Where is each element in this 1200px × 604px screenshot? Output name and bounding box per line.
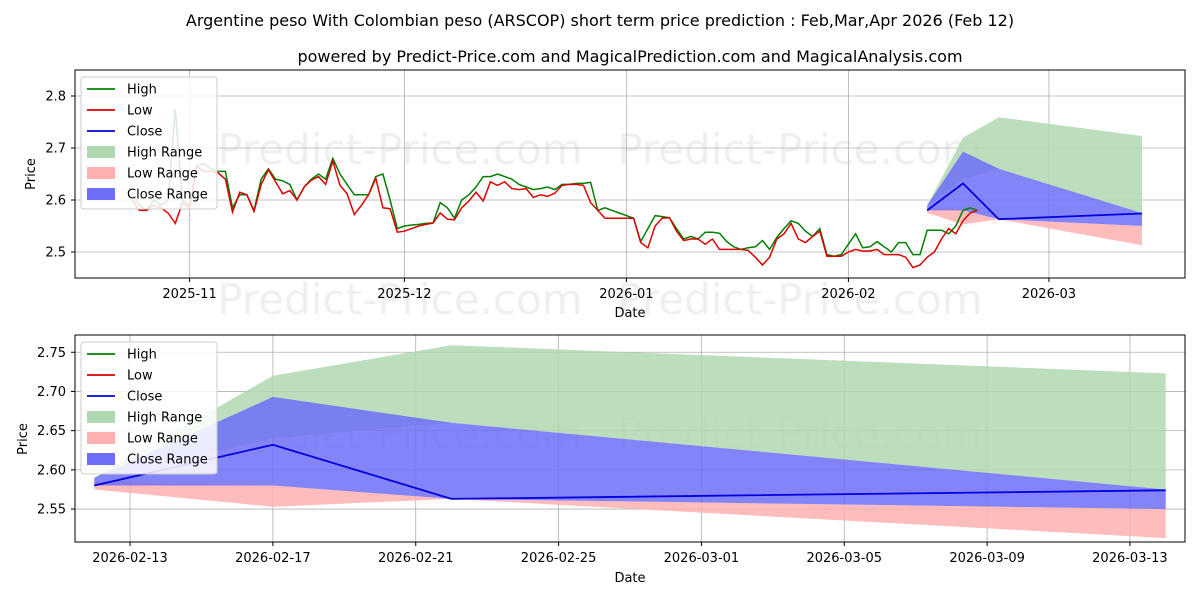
x-tick-label: 2026-02-17 [235,551,311,566]
y-tick-label: 2.60 [37,463,66,478]
legend-swatch [87,453,115,465]
x-tick-label: 2025-12 [377,287,431,302]
x-tick-label: 2026-01 [599,287,653,302]
low-line [131,158,978,269]
top-legend: High Low Close High Range Low Range Close Ran… [80,76,218,210]
legend-label: High [127,83,157,98]
low-range-band [94,481,1166,539]
high-range-band [927,117,1142,213]
top-x-ticks: 2025-11 2025-12 2026-01 2026-02 2026-03 [162,287,1076,302]
top-watermarks: Predict-Price.com Predict-Price.com Pred… [217,125,982,324]
bottom-range-fills [94,345,1166,539]
top-plot-frame [74,69,1186,279]
close-line [926,182,1143,221]
y-tick-label: 2.55 [37,503,66,518]
legend-label: Low Range [127,432,198,447]
high-range-band [94,345,1166,490]
legend-label: Low [127,104,153,119]
watermark: Predict-Price.com [617,125,982,174]
top-panel: Predict-Price.com Predict-Price.com Pred… [24,69,1186,324]
y-tick-label: 2.6 [45,194,66,209]
top-range-fills [927,117,1142,246]
x-tick-label: 2026-03-09 [949,551,1025,566]
legend-label: Close Range [127,188,208,203]
legend-label: High Range [127,146,202,161]
y-tick-label: 2.8 [45,90,66,105]
x-tick-label: 2026-03-01 [664,551,740,566]
x-axis-label: Date [614,306,645,321]
legend-label: High [127,348,157,363]
watermark: Predict-Price.com [217,275,582,324]
y-tick-label: 2.75 [37,346,66,361]
x-tick-label: 2026-03-05 [806,551,882,566]
x-tick-label: 2026-02-25 [521,551,597,566]
bottom-y-ticks: 2.55 2.60 2.65 2.70 2.75 [37,346,66,518]
watermark: Predict-Price.com [617,275,982,324]
top-series-lines [131,108,1143,269]
legend-label: Close Range [127,453,208,468]
chart-subtitle: powered by Predict-Price.com and Magical… [297,47,962,66]
watermark: Predict-Price.com [217,125,582,174]
bottom-panel: Predict-Price.com Predict-Price.com 2026… [16,334,1186,586]
close-range-band [94,396,1166,510]
y-tick-label: 2.5 [45,246,66,261]
top-y-ticks: 2.5 2.6 2.7 2.8 [45,90,66,261]
legend-swatch [87,188,115,200]
y-tick-label: 2.70 [37,385,66,400]
y-axis-label: Price [16,423,31,455]
legend-label: Low [127,369,153,384]
legend-swatch [87,146,115,158]
x-tick-label: 2026-03 [1022,287,1076,302]
legend-label: High Range [127,411,202,426]
legend-swatch [87,167,115,179]
bottom-plot-frame [74,334,1186,543]
y-axis-label: Price [24,158,39,190]
legend-swatch [87,411,115,423]
x-axis-label: Date [614,571,645,586]
bottom-x-ticks: 2026-02-13 2026-02-17 2026-02-21 2026-02… [92,551,1167,566]
y-tick-label: 2.7 [45,142,66,157]
bottom-legend: High Low Close High Range Low Range Close Ran… [80,341,218,475]
x-tick-label: 2026-02-13 [92,551,168,566]
legend-label: Close [127,390,162,405]
legend-label: Low Range [127,167,198,182]
y-tick-label: 2.65 [37,424,66,439]
x-tick-label: 2026-03-13 [1092,551,1168,566]
low-range-band [927,207,1142,246]
x-tick-label: 2026-02 [821,287,875,302]
legend-swatch [87,432,115,444]
x-tick-label: 2025-11 [162,287,216,302]
chart-title: Argentine peso With Colombian peso (ARSC… [186,11,1014,30]
legend-label: Close [127,125,162,140]
close-range-band [927,151,1142,226]
x-tick-label: 2026-02-21 [378,551,454,566]
